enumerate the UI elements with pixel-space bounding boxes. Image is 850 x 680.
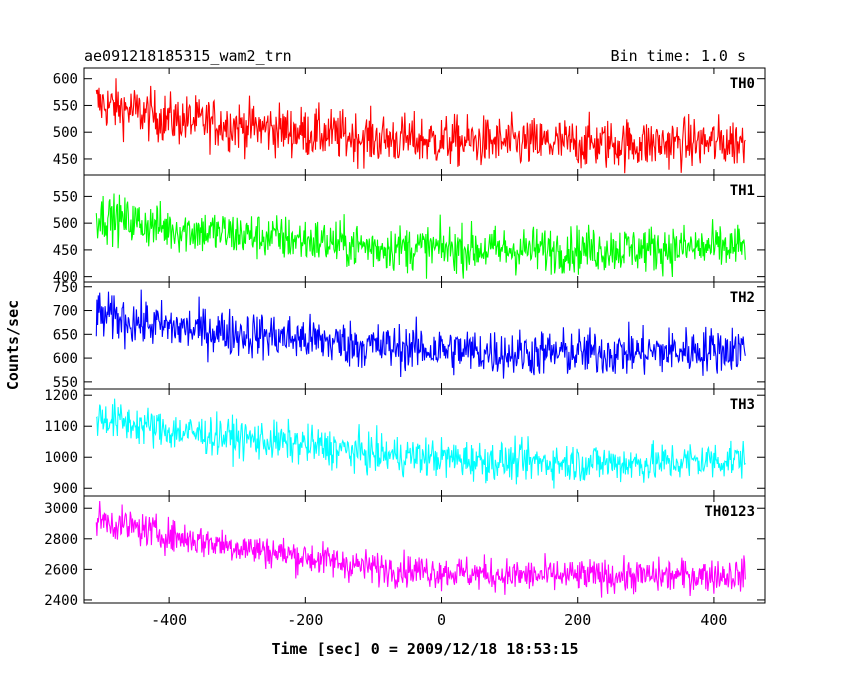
panel-label-th0: TH0 <box>730 76 755 92</box>
panel-label-th3: TH3 <box>730 397 755 413</box>
y-tick-label: 400 <box>53 270 78 286</box>
y-tick-label: 1200 <box>44 388 78 404</box>
y-tick-label: 600 <box>53 351 78 367</box>
series-line-th3 <box>95 398 746 489</box>
y-tick-label: 550 <box>53 375 78 391</box>
x-tick-label: -400 <box>151 611 187 629</box>
panel-frame <box>83 388 766 497</box>
y-tick-label: 600 <box>53 72 78 88</box>
y-tick-label: 2800 <box>44 532 78 548</box>
panel-label-th0123: TH0123 <box>704 504 755 520</box>
series-line-th0 <box>95 78 746 174</box>
panels-group: 450 500 550 600 TH0 400 450 500 550 TH1 550 600 650 7… <box>44 67 766 629</box>
panel-label-th2: TH2 <box>730 290 755 306</box>
y-tick-label: 1100 <box>44 419 78 435</box>
x-tick-label: 400 <box>700 611 727 629</box>
series-line-th1 <box>95 193 746 279</box>
series-line-th2 <box>95 289 746 379</box>
y-tick-label: 2400 <box>44 593 78 609</box>
y-tick-label: 550 <box>53 98 78 114</box>
series-line-th0123 <box>95 500 746 598</box>
y-tick-label: 750 <box>53 280 78 296</box>
y-tick-label: 500 <box>53 216 78 232</box>
y-tick-label: 500 <box>53 125 78 141</box>
x-tick-label: -200 <box>287 611 323 629</box>
y-tick-label: 650 <box>53 327 78 343</box>
y-tick-label: 900 <box>53 481 78 497</box>
panel-frame <box>83 281 766 390</box>
chart-title: ae091218185315_wam2_trn <box>84 47 292 65</box>
y-tick-label: 450 <box>53 243 78 259</box>
y-tick-label: 700 <box>53 304 78 320</box>
panel-label-th1: TH1 <box>730 183 755 199</box>
y-tick-label: 3000 <box>44 501 78 517</box>
x-axis-label: Time [sec] 0 = 2009/12/18 18:53:15 <box>271 640 578 658</box>
x-tick-label: 200 <box>564 611 591 629</box>
x-tick-label: 0 <box>437 611 446 629</box>
panel-frame <box>83 495 766 604</box>
y-tick-label: 450 <box>53 152 78 168</box>
y-tick-label: 2600 <box>44 562 78 578</box>
y-tick-label: 550 <box>53 189 78 205</box>
bin-time-label: Bin time: 1.0 s <box>611 47 746 65</box>
y-axis-label: Counts/sec <box>4 300 22 390</box>
y-tick-label: 1000 <box>44 450 78 466</box>
